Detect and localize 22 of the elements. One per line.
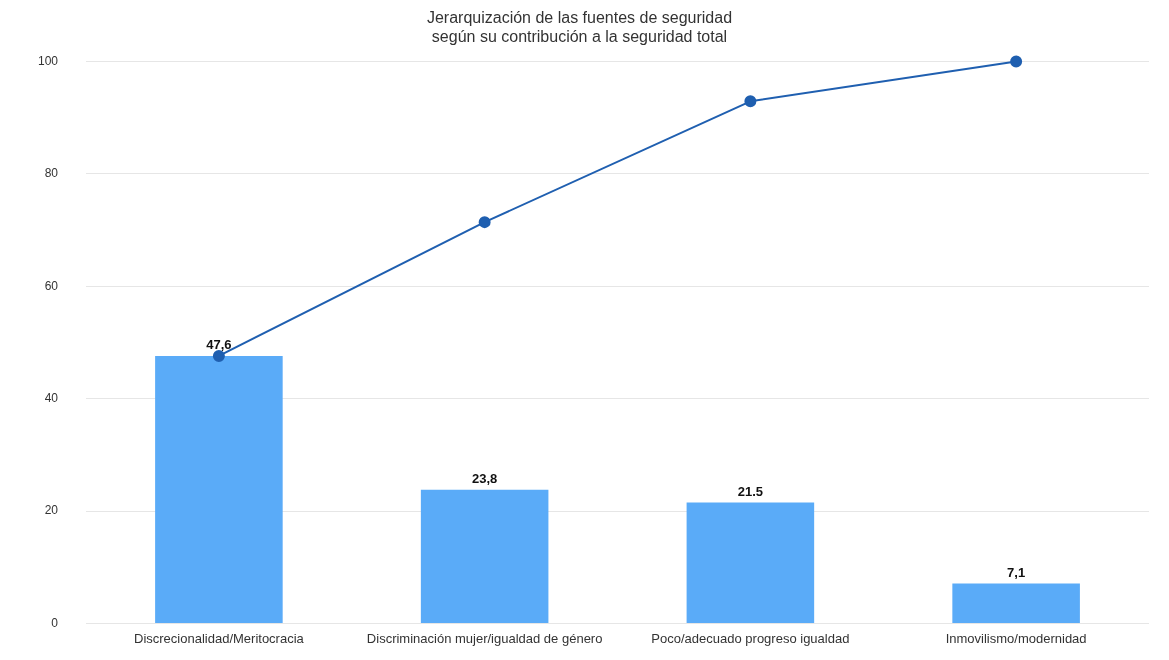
- y-tick-label: 20: [44, 503, 59, 518]
- bar: [155, 355, 283, 623]
- data-label: 7,1: [1007, 564, 1026, 580]
- point: [478, 216, 491, 229]
- bar: [686, 502, 815, 623]
- bar: [952, 583, 1080, 623]
- y-tick-label: 0: [51, 615, 59, 630]
- y-tick-label: 100: [37, 53, 59, 68]
- x-tick-label: Poco/adecuado progreso igualdad: [651, 630, 850, 646]
- data-label: 47,6: [206, 336, 232, 352]
- x-tick-label: Inmovilismo/modernidad: [945, 630, 1087, 646]
- x-tick-label: Discriminación mujer/igualdad de género: [366, 630, 603, 646]
- chart-title: Jerarquización de las fuentes de seguridad según su contribución a la seguridad total: [426, 9, 733, 46]
- x-tick-label: Discrecionalidad/Meritocracia: [134, 630, 305, 646]
- point: [1010, 55, 1023, 68]
- bar: [420, 489, 549, 623]
- data-label: 23,8: [471, 470, 498, 486]
- point: [744, 95, 757, 108]
- y-tick-label: 80: [44, 166, 59, 181]
- y-tick-label: 60: [44, 278, 59, 293]
- data-label: 21.5: [737, 483, 764, 499]
- y-tick-label: 40: [44, 390, 59, 405]
